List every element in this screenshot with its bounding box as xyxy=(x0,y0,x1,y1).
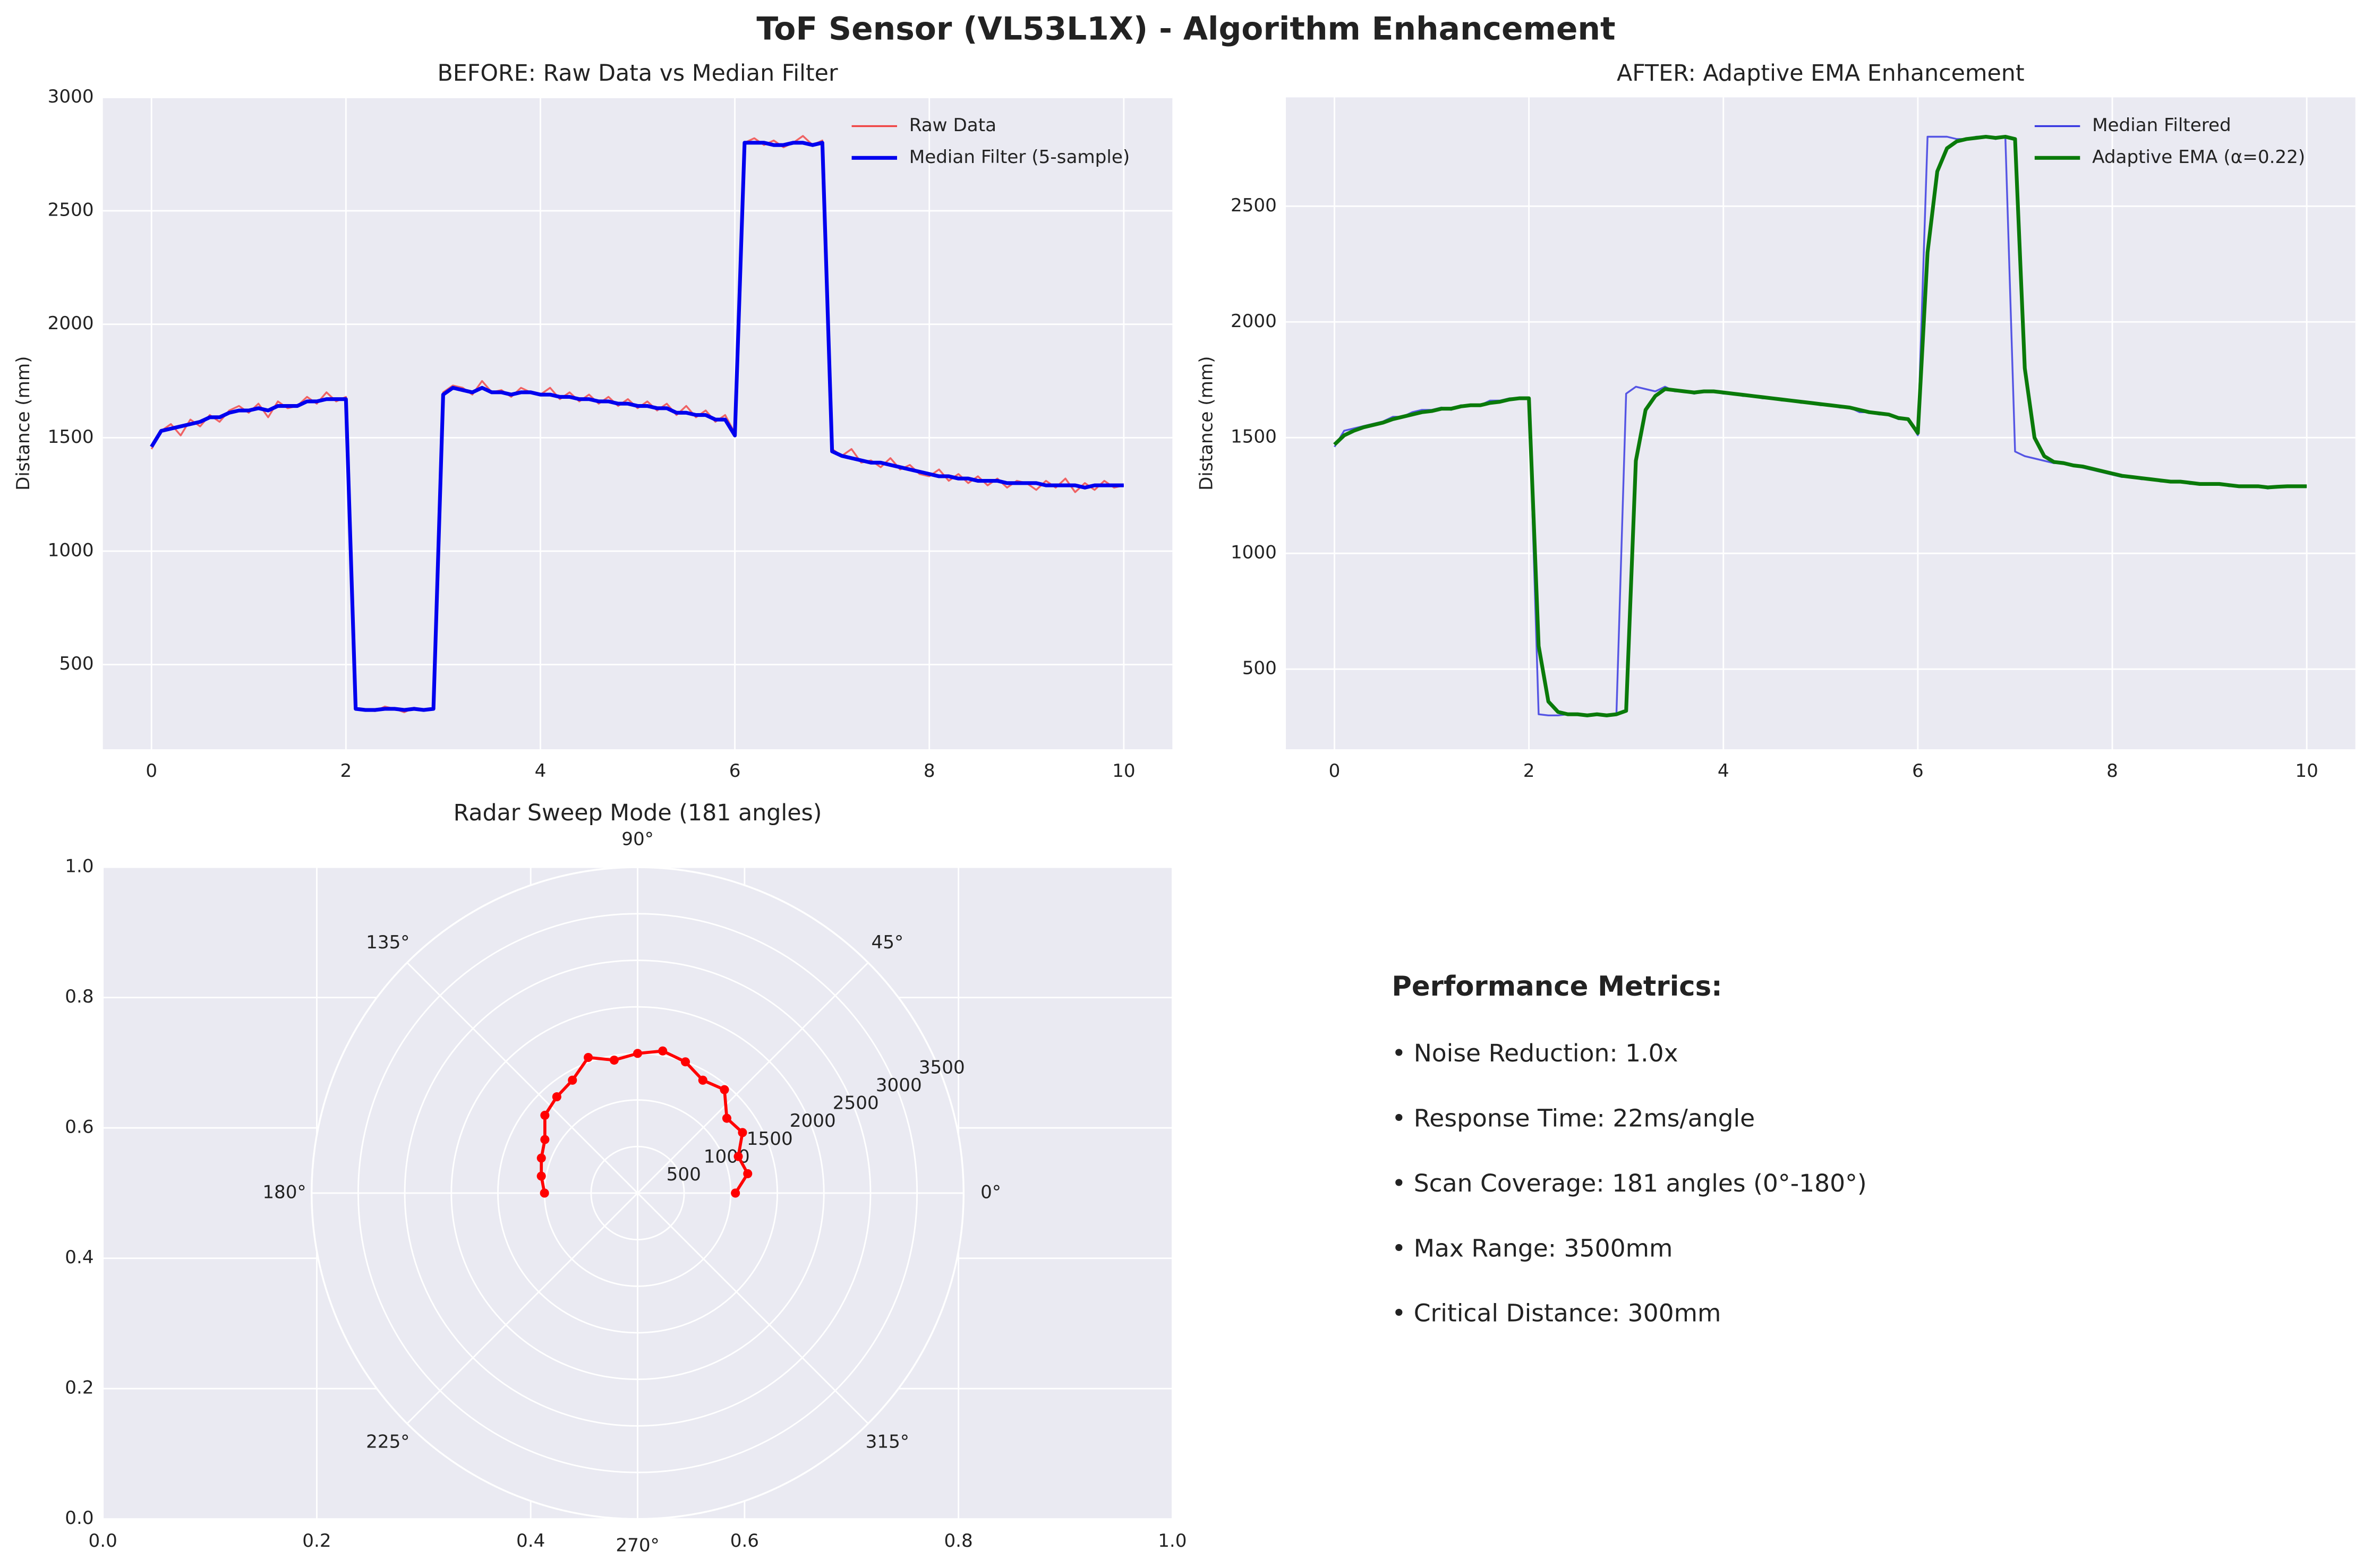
metrics-item: • Response Time: 22ms/angle xyxy=(1392,1104,1755,1132)
x-tick-label: 0.0 xyxy=(89,1530,117,1552)
data-point xyxy=(536,1153,546,1163)
data-point xyxy=(633,1049,643,1058)
y-tick-label: 0.8 xyxy=(65,986,93,1007)
y-tick-label: 3000 xyxy=(48,86,94,107)
x-tick-label: 0.8 xyxy=(944,1530,972,1552)
x-tick-label: 6 xyxy=(1912,760,1924,782)
theta-tick-label: 315° xyxy=(866,1432,909,1453)
r-grid-line xyxy=(450,1006,825,1381)
theta-grid-line xyxy=(637,962,869,1194)
theta-tick-label: 45° xyxy=(872,932,904,953)
x-tick-label: 8 xyxy=(2106,760,2118,782)
x-tick-label: 4 xyxy=(1718,760,1729,782)
metrics-item: • Noise Reduction: 1.0x xyxy=(1392,1039,1678,1067)
y-tick-label: 500 xyxy=(59,653,93,674)
data-point xyxy=(733,1152,743,1161)
x-tick-label: 0.6 xyxy=(730,1530,759,1552)
x-tick-label: 0.4 xyxy=(516,1530,545,1552)
plot-background xyxy=(1285,97,2356,749)
legend-label: Raw Data xyxy=(909,115,996,136)
data-point xyxy=(743,1169,753,1178)
y-tick-label: 0.0 xyxy=(65,1507,93,1529)
r-grid-line xyxy=(590,1145,685,1241)
x-tick-label: 10 xyxy=(2295,760,2318,782)
y-tick-label: 1000 xyxy=(1231,542,1277,563)
y-tick-label: 1500 xyxy=(48,426,94,448)
r-tick-label: 3000 xyxy=(876,1075,922,1096)
data-point xyxy=(540,1188,549,1198)
theta-tick-label: 90° xyxy=(621,828,654,850)
metrics-item: • Critical Distance: 300mm xyxy=(1392,1299,1721,1327)
y-tick-label: 1500 xyxy=(1231,426,1277,448)
r-tick-label: 500 xyxy=(667,1164,701,1185)
metrics-title: Performance Metrics: xyxy=(1392,971,1722,1003)
y-tick-label: 0.2 xyxy=(65,1377,93,1399)
y-tick-label: 2000 xyxy=(1231,311,1277,332)
data-point xyxy=(540,1135,550,1144)
r-grid-line xyxy=(311,866,965,1520)
r-tick-label: 2500 xyxy=(833,1093,879,1114)
x-tick-label: 2 xyxy=(1523,760,1535,782)
data-point xyxy=(536,1171,546,1181)
figure-title: ToF Sensor (VL53L1X) - Algorithm Enhance… xyxy=(756,11,1615,48)
theta-tick-label: 180° xyxy=(262,1181,306,1203)
r-tick-label: 1500 xyxy=(747,1128,793,1150)
y-tick-label: 0.4 xyxy=(65,1247,93,1268)
r-grid-line xyxy=(404,959,872,1427)
y-tick-label: 1.0 xyxy=(65,856,93,877)
data-point xyxy=(731,1188,740,1198)
theta-grid-line xyxy=(637,1192,869,1424)
x-tick-label: 8 xyxy=(924,760,935,782)
data-point xyxy=(680,1057,690,1067)
y-tick-label: 2000 xyxy=(48,313,94,334)
theta-tick-label: 225° xyxy=(366,1432,409,1453)
x-tick-label: 2 xyxy=(340,760,352,782)
y-tick-label: 0.6 xyxy=(65,1117,93,1138)
data-point xyxy=(720,1085,729,1094)
data-point xyxy=(584,1052,593,1063)
theta-grid-line xyxy=(406,1192,638,1424)
data-point xyxy=(568,1075,577,1085)
plot-background xyxy=(103,97,1173,749)
y-axis-label: Distance (mm) xyxy=(13,356,34,490)
data-line xyxy=(1333,134,2307,717)
data-point xyxy=(738,1128,747,1137)
x-tick-label: 0 xyxy=(146,760,157,782)
y-tick-label: 2500 xyxy=(1231,195,1277,216)
y-axis-label: Distance (mm) xyxy=(1196,356,1217,490)
theta-tick-label: 135° xyxy=(366,932,409,953)
metrics-item: • Max Range: 3500mm xyxy=(1392,1234,1673,1262)
r-tick-label: 3500 xyxy=(919,1057,965,1078)
data-point xyxy=(552,1092,561,1102)
chart-title: BEFORE: Raw Data vs Median Filter xyxy=(438,60,838,87)
x-tick-label: 6 xyxy=(729,760,741,782)
data-point xyxy=(722,1113,731,1123)
theta-grid-line xyxy=(406,962,638,1194)
legend-label: Median Filtered xyxy=(2092,115,2231,136)
theta-tick-label: 270° xyxy=(616,1535,659,1556)
data-point xyxy=(609,1055,619,1065)
x-tick-label: 0 xyxy=(1329,760,1341,782)
y-tick-label: 1000 xyxy=(48,539,94,561)
legend-label: Adaptive EMA (α=0.22) xyxy=(2092,147,2305,168)
x-tick-label: 1.0 xyxy=(1158,1530,1187,1552)
x-tick-label: 4 xyxy=(535,760,547,782)
r-grid-line xyxy=(357,913,918,1473)
data-line xyxy=(150,141,1124,712)
theta-tick-label: 0° xyxy=(980,1181,1001,1203)
x-tick-label: 0.2 xyxy=(302,1530,331,1552)
y-tick-label: 500 xyxy=(1242,658,1277,679)
data-point xyxy=(698,1075,707,1085)
y-tick-label: 2500 xyxy=(48,200,94,221)
legend-label: Median Filter (5-sample) xyxy=(909,147,1130,168)
data-point xyxy=(540,1110,550,1120)
metrics-item: • Scan Coverage: 181 angles (0°-180°) xyxy=(1392,1169,1866,1197)
x-tick-label: 10 xyxy=(1112,760,1135,782)
chart-title: Radar Sweep Mode (181 angles) xyxy=(454,800,822,826)
r-tick-label: 2000 xyxy=(790,1110,836,1132)
chart-title: AFTER: Adaptive EMA Enhancement xyxy=(1617,60,2025,87)
data-point xyxy=(658,1046,668,1056)
